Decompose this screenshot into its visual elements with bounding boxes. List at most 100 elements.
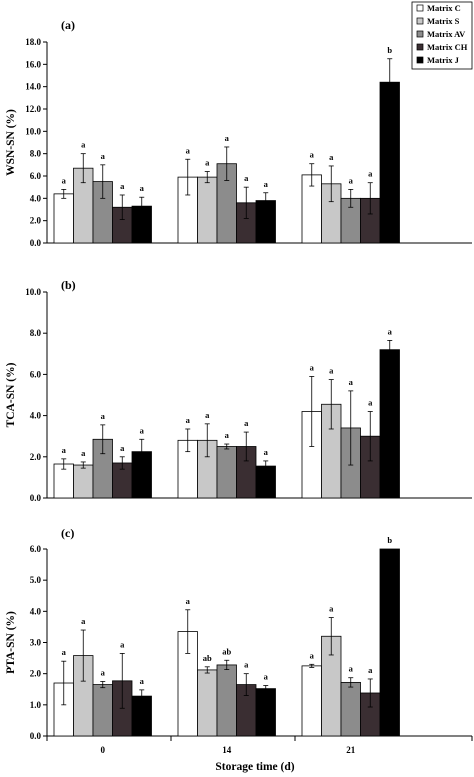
y-tick-label: 14.0 xyxy=(25,82,41,92)
legend: Matrix C Matrix S Matrix AV Matrix CH Matrix… xyxy=(411,1,473,70)
x-tick-label: 14 xyxy=(222,745,232,755)
y-tick-label: 2.0 xyxy=(30,216,42,226)
significance-letter: a xyxy=(264,672,269,682)
y-tick-label: 5.0 xyxy=(30,575,42,585)
significance-letter: a xyxy=(101,411,106,421)
significance-letter: a xyxy=(244,660,249,670)
significance-letter: a xyxy=(388,326,393,336)
y-tick-label: 6.0 xyxy=(30,171,42,181)
y-tick-label: 6.0 xyxy=(30,544,42,554)
panel-b: 0.0 2.0 4.0 6.0 8.0 10.0 TCA-SN (%) (b) a a a a a a a a… xyxy=(5,278,472,503)
significance-letter: a xyxy=(186,596,191,606)
significance-letter: a xyxy=(205,158,210,168)
significance-letter: a xyxy=(81,140,86,150)
legend-swatch xyxy=(416,56,424,64)
y-axis-title: WSN-SN (%) xyxy=(5,109,17,176)
significance-letter: a xyxy=(81,448,86,458)
legend-label: Matrix S xyxy=(427,16,460,26)
bar xyxy=(216,664,237,737)
bar xyxy=(53,193,74,244)
significance-letter: b xyxy=(387,45,392,55)
legend-swatch xyxy=(416,17,424,25)
significance-letter: a xyxy=(62,647,67,657)
panel-label: (c) xyxy=(61,526,74,540)
significance-letter: a xyxy=(62,445,67,455)
significance-letter: a xyxy=(101,151,106,161)
y-tick-label: 3.0 xyxy=(30,638,42,648)
significance-letter: a xyxy=(120,443,125,453)
x-tick-label: 0 xyxy=(101,745,106,755)
significance-letter: ab xyxy=(222,646,231,656)
significance-letter: ab xyxy=(203,653,212,663)
bar xyxy=(255,688,276,737)
significance-letter: a xyxy=(186,145,191,155)
significance-letter: a xyxy=(120,181,125,191)
significance-letter: a xyxy=(225,133,230,143)
legend-label: Matrix AV xyxy=(427,29,466,39)
y-tick-label: 10.0 xyxy=(25,287,41,297)
significance-letter: a xyxy=(264,447,269,457)
legend-label: Matrix CH xyxy=(427,42,468,52)
significance-letter: a xyxy=(244,173,249,183)
significance-letter: a xyxy=(349,377,354,387)
bar xyxy=(216,446,237,499)
y-axis-title: PTA-SN (%) xyxy=(5,611,17,674)
bar xyxy=(301,665,322,737)
legend-swatch xyxy=(416,4,424,12)
y-axis-title: TCA-SN (%) xyxy=(5,362,17,427)
significance-letter: a xyxy=(140,183,145,193)
significance-letter: a xyxy=(101,667,106,677)
bar xyxy=(340,681,361,737)
significance-letter: a xyxy=(368,397,373,407)
significance-letter: a xyxy=(310,362,315,372)
y-tick-label: 18.0 xyxy=(25,37,41,47)
significance-letter: a xyxy=(140,676,145,686)
y-tick-label: 10.0 xyxy=(25,126,41,136)
significance-letter: a xyxy=(62,175,67,185)
bar xyxy=(92,684,113,737)
significance-letter: a xyxy=(310,150,315,160)
y-tick-label: 16.0 xyxy=(25,59,41,69)
significance-letter: a xyxy=(264,179,269,189)
y-tick-label: 8.0 xyxy=(30,328,42,338)
legend-swatch xyxy=(416,30,424,38)
y-tick-label: 0.0 xyxy=(30,493,42,503)
significance-letter: a xyxy=(310,650,315,660)
y-tick-label: 4.0 xyxy=(30,411,42,421)
y-tick-label: 6.0 xyxy=(30,369,42,379)
significance-letter: a xyxy=(329,366,334,376)
significance-letter: a xyxy=(225,430,230,440)
y-tick-label: 4.0 xyxy=(30,606,42,616)
bar xyxy=(379,81,400,244)
x-tick-label: 21 xyxy=(346,745,356,755)
bar xyxy=(379,548,400,737)
significance-letter: a xyxy=(205,410,210,420)
panel-a: 0.0 2.0 4.0 6.0 8.0 10.0 12.0 14.0 16.0 18.0 WSN-S… xyxy=(5,18,472,248)
y-tick-label: 4.0 xyxy=(30,193,42,203)
legend-label: Matrix C xyxy=(427,3,461,13)
significance-letter: a xyxy=(349,175,354,185)
y-tick-label: 0.0 xyxy=(30,731,42,741)
legend-label: Matrix J xyxy=(427,55,460,65)
x-axis-title: Storage time (d) xyxy=(215,761,294,773)
y-tick-label: 0.0 xyxy=(30,238,42,248)
panel-label: (a) xyxy=(61,18,75,32)
y-tick-label: 12.0 xyxy=(25,104,41,114)
significance-letter: a xyxy=(368,665,373,675)
panel-label: (b) xyxy=(61,278,76,292)
significance-letter: a xyxy=(186,415,191,425)
significance-letter: a xyxy=(140,425,145,435)
y-tick-label: 8.0 xyxy=(30,149,42,159)
bar xyxy=(197,669,218,737)
bar xyxy=(73,464,94,499)
y-tick-label: 1.0 xyxy=(30,700,42,710)
bar xyxy=(197,176,218,244)
bar xyxy=(379,349,400,499)
significance-letter: a xyxy=(120,639,125,649)
significance-letter: b xyxy=(387,535,392,545)
y-tick-label: 2.0 xyxy=(30,669,42,679)
significance-letter: a xyxy=(329,604,334,614)
significance-letter: a xyxy=(244,418,249,428)
